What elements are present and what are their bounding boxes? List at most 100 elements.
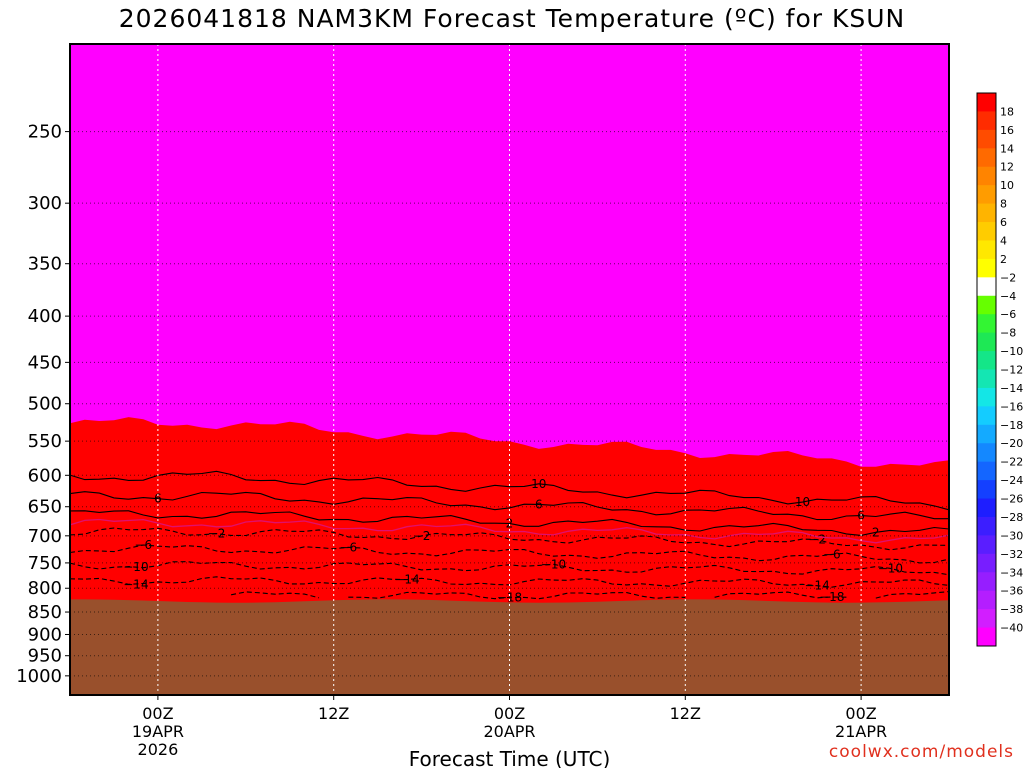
x-tick-label: 21APR (835, 722, 887, 741)
y-tick-label: 550 (28, 431, 62, 452)
colorbar-swatch (977, 498, 996, 518)
x-tick-label: 2026 (138, 740, 179, 759)
isotherm-label: −18 (497, 590, 522, 604)
isotherm-label: −18 (819, 590, 844, 604)
colorbar-label: 18 (1000, 105, 1014, 118)
colorbar-swatch (977, 627, 996, 647)
colorbar-swatch (977, 461, 996, 481)
isotherm-label: −10 (878, 561, 903, 575)
chart-title: 2026041818 NAM3KM Forecast Temperature (… (118, 4, 906, 33)
y-tick-label: 600 (28, 465, 62, 486)
colorbar-frame (976, 92, 997, 647)
colorbar-swatch (977, 166, 996, 186)
isotherm-label: −6 (339, 540, 357, 554)
colorbar-label: −32 (1000, 548, 1023, 561)
y-tick-label: 800 (28, 578, 62, 599)
colorbar-label: −30 (1000, 529, 1023, 542)
colorbar-swatch (977, 351, 996, 370)
colorbar-swatch (977, 203, 996, 223)
colorbar-label: −38 (1000, 603, 1023, 616)
y-tick-label: 750 (28, 553, 62, 574)
colorbar-label: −18 (1000, 419, 1023, 432)
isotherm-label: −10 (123, 560, 148, 574)
y-tick-label: 850 (28, 602, 62, 623)
freezing-line (69, 518, 950, 544)
x-tick-label: 12Z (670, 704, 701, 723)
colorbar-swatch (977, 516, 996, 536)
x-tick-label: 19APR (132, 722, 184, 741)
isotherm-label: 2 (506, 516, 514, 530)
colorbar-label: −28 (1000, 511, 1023, 524)
isotherm-label: −14 (804, 579, 829, 593)
y-tick-label: 300 (28, 193, 62, 214)
colorbar-swatch (977, 553, 996, 573)
colorbar-label: 6 (1000, 216, 1007, 229)
isotherm-label: 2 (872, 525, 880, 539)
colorbar-label: −4 (1000, 290, 1016, 303)
colorbar-label: −16 (1000, 400, 1023, 413)
isotherm-label: 10 (531, 477, 546, 491)
colorbar-label: −6 (1000, 308, 1016, 321)
colorbar-swatch (977, 314, 996, 334)
colorbar-label: −26 (1000, 493, 1023, 506)
isotherm-label: 6 (535, 497, 543, 511)
colorbar-label: 8 (1000, 198, 1007, 211)
colorbar-swatch (977, 258, 996, 278)
isotherm-label: 6 (154, 492, 162, 506)
isotherm-line (230, 591, 950, 600)
x-tick-label: 00Z (494, 704, 525, 723)
colorbar-swatch (977, 424, 996, 444)
isotherm-label: −14 (123, 577, 148, 591)
isotherm-label: −6 (823, 547, 841, 561)
y-tick-label: 700 (28, 526, 62, 547)
colorbar-label: −8 (1000, 327, 1016, 340)
y-tick-label: 250 (28, 122, 62, 143)
x-tick-label: 00Z (142, 704, 173, 723)
isotherm-line (69, 470, 950, 511)
colorbar-swatch (977, 535, 996, 555)
colorbar-label: 4 (1000, 234, 1007, 247)
y-tick-label: 450 (28, 352, 62, 373)
colorbar-label: −24 (1000, 474, 1023, 487)
isotherm-line (69, 491, 949, 521)
colorbar-label: −14 (1000, 382, 1023, 395)
y-tick-label: 900 (28, 624, 62, 645)
colorbar-label: −12 (1000, 364, 1023, 377)
colorbar-swatch (977, 590, 996, 610)
colorbar-label: 10 (1000, 179, 1014, 192)
colorbar-swatch (977, 572, 996, 592)
colorbar-swatch (977, 332, 996, 352)
y-tick-label: 500 (28, 394, 62, 415)
colorbar-swatch (977, 443, 996, 463)
y-tick-label: 1000 (16, 666, 62, 687)
isotherm-label: −6 (134, 538, 152, 552)
colorbar-label: −20 (1000, 437, 1023, 450)
colorbar-swatch (977, 609, 996, 629)
colorbar-label: 12 (1000, 161, 1014, 174)
colorbar-swatch (977, 111, 996, 131)
colorbar-swatch (977, 369, 996, 389)
colorbar-swatch (977, 480, 996, 500)
x-tick-label: 20APR (483, 722, 535, 741)
colorbar-label: 16 (1000, 124, 1014, 137)
isotherm-label: −2 (413, 529, 431, 543)
y-tick-label: 950 (28, 646, 62, 667)
colorbar-swatch (977, 240, 996, 260)
colorbar-label: −40 (1000, 622, 1023, 635)
colorbar-swatch (977, 295, 996, 315)
colorbar-swatch (977, 277, 996, 297)
ground-below-surface (70, 599, 949, 695)
colorbar-swatch (977, 387, 996, 407)
isotherm-label: 10 (795, 495, 810, 509)
colorbar-label: −34 (1000, 566, 1023, 579)
colorbar-swatch (977, 93, 996, 112)
colorbar-label: −22 (1000, 456, 1023, 469)
isotherm-label: −10 (541, 557, 566, 571)
colorbar-swatch (977, 129, 996, 149)
y-tick-label: 350 (28, 254, 62, 275)
watermark-url: coolwx.com/models (828, 742, 1014, 762)
x-axis-label: Forecast Time (UTC) (409, 747, 611, 768)
x-tick-label: 00Z (845, 704, 876, 723)
